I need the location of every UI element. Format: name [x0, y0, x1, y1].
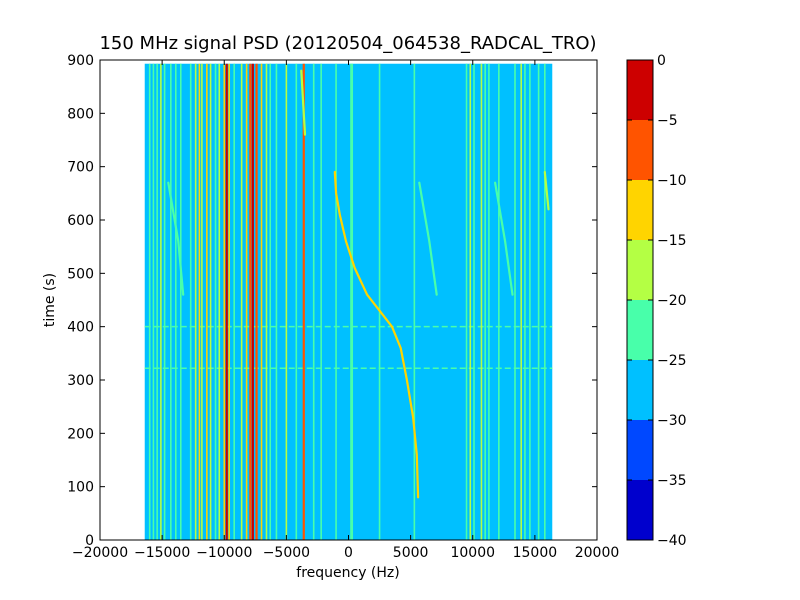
y-tick-label: 600: [67, 213, 94, 229]
colorbar-tick-label: −10: [657, 173, 687, 189]
colorbar-segment: [627, 420, 653, 480]
colorbar-segment: [627, 60, 653, 120]
colorbar-tick-label: −30: [657, 413, 687, 429]
colorbar-tick-label: −20: [657, 293, 687, 309]
chirp-trace: [333, 170, 420, 499]
x-axis: −20000 −15000 −10000 −5000 0 5000 10000 15000 20…: [72, 60, 619, 561]
colorbar-tick-label: −40: [657, 533, 687, 549]
y-tick-label: 100: [67, 480, 94, 496]
colorbar-tick-label: −5: [657, 113, 678, 129]
colorbar-tick-label: −25: [657, 353, 687, 369]
chart-title: 150 MHz signal PSD (20120504_064538_RADC…: [99, 33, 596, 54]
chirp-trace: [300, 69, 307, 136]
x-tick-label: 15000: [513, 545, 558, 561]
chirp-trace: [167, 181, 185, 296]
y-axis: 0 100 200 300 400 500 600 700 800 900: [67, 53, 597, 549]
y-tick-label: 400: [67, 320, 94, 336]
y-tick-label: 200: [67, 426, 94, 442]
heatmap-background: [144, 63, 553, 540]
y-tick-label: 700: [67, 160, 94, 176]
y-tick-label: 300: [67, 373, 94, 389]
colorbar-segment: [627, 240, 653, 300]
x-tick-label: 5000: [393, 545, 429, 561]
colorbar-tick-label: −35: [657, 473, 687, 489]
y-tick-label: 900: [67, 53, 94, 69]
x-tick-label: 20000: [575, 545, 620, 561]
x-tick-label: −20000: [72, 545, 128, 561]
x-tick-label: −10000: [196, 545, 252, 561]
y-tick-label: 500: [67, 266, 94, 282]
x-tick-label: −15000: [134, 545, 190, 561]
colorbar-tick-label: 0: [657, 53, 666, 69]
x-tick-label: 0: [344, 545, 353, 561]
chirp-trace: [418, 181, 438, 296]
y-tick-label: 0: [85, 533, 94, 549]
colorbar-segment: [627, 120, 653, 180]
colorbar-segment: [627, 300, 653, 360]
x-tick-label: 10000: [450, 545, 495, 561]
colorbar-segment: [627, 360, 653, 420]
x-axis-label: frequency (Hz): [296, 565, 399, 581]
y-tick-label: 800: [67, 106, 94, 122]
chirp-trace: [494, 181, 514, 296]
colorbar: −40 −35 −30 −25 −20 −15 −10 −5 0: [626, 53, 687, 549]
y-axis-label: time (s): [42, 273, 58, 327]
x-tick-label: −5000: [263, 545, 310, 561]
heatmap-layer: [144, 63, 553, 540]
colorbar-segment: [627, 180, 653, 240]
chirp-trace: [543, 170, 550, 211]
colorbar-tick-label: −15: [657, 233, 687, 249]
colorbar-segment: [627, 480, 653, 540]
